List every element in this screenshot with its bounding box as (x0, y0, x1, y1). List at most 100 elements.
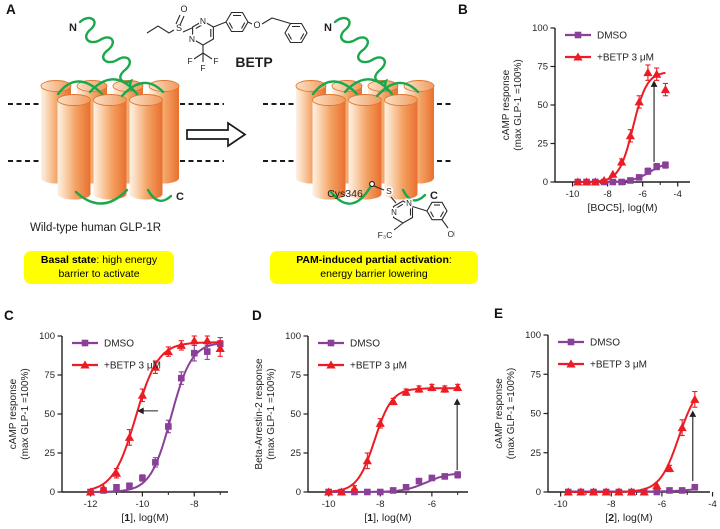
receptor-loop (120, 81, 165, 98)
y-tick-label: 0 (543, 177, 548, 188)
x-axis-title: [2], log(M) (605, 512, 652, 524)
panel-e-label: E (494, 306, 504, 321)
tm-helix-top (312, 94, 346, 106)
data-point-betp-3-m (326, 360, 336, 369)
data-point-betp-3-m (601, 487, 611, 496)
effect-arrow (453, 398, 461, 471)
chem-bond (175, 14, 181, 25)
data-point-betp-3-m (401, 387, 411, 396)
chem-bond (146, 25, 175, 34)
data-point-betp-3-m (202, 336, 212, 345)
x-tick-label: -10 (322, 499, 336, 510)
data-point-betp-3-m (614, 487, 624, 496)
x-tick-label: -10 (554, 499, 568, 510)
data-point-dmso (567, 338, 575, 346)
data-point-betp-3-m (453, 382, 463, 391)
data-point-dmso (178, 374, 185, 382)
legend-label-dmso: DMSO (104, 339, 134, 350)
data-point-betp-3-m (189, 336, 199, 345)
receptor-loop (401, 188, 427, 202)
legend-label-betp-3-m: +BETP 3 μM (590, 360, 647, 371)
x-tick-label: -12 (84, 499, 98, 510)
data-point-dmso (428, 474, 436, 482)
tm-helix (57, 100, 91, 200)
pam-bold-text: PAM-induced partial activation (296, 254, 449, 266)
y-axis-title: cAMP response (8, 378, 19, 449)
tm-helix-top (129, 94, 163, 106)
data-point-dmso (190, 349, 198, 357)
data-point-betp-3-m (362, 456, 372, 465)
chem-bond (213, 21, 227, 28)
x-tick-label: -4 (674, 189, 682, 200)
oxygen-atom-label: O (180, 4, 187, 14)
basal-line2-text: barrier to activate (58, 267, 140, 280)
data-point-dmso (402, 484, 410, 491)
effect-arrow (689, 410, 697, 482)
data-point-betp-3-m (375, 418, 385, 427)
chem-bond (390, 196, 397, 204)
data-point-dmso (139, 474, 146, 482)
nitrogen-atom-label: N (189, 34, 195, 44)
receptor-loop (146, 188, 173, 202)
receptor-loop (56, 80, 106, 98)
panel-c-dose-response-chart: 0 25 50 75 100 -12 -10 -8 [1], log(M) cAMP respon… (0, 300, 240, 529)
tm-helix (312, 100, 346, 200)
chem-bond (247, 21, 253, 25)
oxygen-atom-label: O (253, 20, 260, 30)
y-tick-label: 50 (537, 100, 548, 111)
data-point-betp-3-m (634, 97, 644, 106)
y-axis-title: Beta-Arrestin-2 response (254, 358, 265, 470)
data-point-betp-3-m (599, 175, 609, 184)
betp-name-label: BETP (235, 54, 272, 70)
sulfur-atom-label: S (176, 23, 182, 33)
data-point-betp-3-m (137, 390, 148, 399)
fluorine-atom-label: F (213, 56, 218, 66)
y-axis-title: cAMP response (501, 69, 512, 140)
data-point-betp-3-m (639, 487, 649, 496)
receptor-loop (311, 80, 361, 98)
x-axis-title: [1], log(M) (364, 512, 411, 524)
chem-bond (430, 211, 434, 218)
panel-b-dose-response-chart: 0 25 50 75 100 -10 -8 -6 -4 [BOC5], log(M) cAMP re… (455, 0, 720, 250)
effect-arrow (137, 407, 158, 415)
chart-svg-D: 0 25 50 75 100 -10 -8 -6 [1], log(M) Beta-Arresti… (254, 331, 468, 524)
data-point-betp-3-m (677, 423, 687, 432)
data-point-dmso (618, 178, 625, 186)
data-point-betp-3-m (414, 384, 424, 393)
pam-rest-text: : (448, 254, 452, 266)
data-point-betp-3-m (660, 85, 671, 94)
y-tick-label: 100 (39, 331, 55, 342)
chem-bond (440, 211, 444, 218)
chem-bond (373, 185, 385, 191)
y-tick-label: 25 (290, 448, 301, 459)
basal-bold-text: Basal state (40, 254, 97, 266)
legend-label-betp-3-m: +BETP 3 μM (350, 361, 407, 372)
tm-helix (384, 100, 418, 200)
fluorine-atom-label: F (200, 63, 205, 73)
chem-bond (412, 205, 428, 212)
tm-helix (129, 100, 163, 200)
data-point-betp-3-m (563, 487, 573, 496)
panel-d-dose-response-chart: 0 25 50 75 100 -10 -8 -6 [1], log(M) Beta-Arresti… (240, 300, 480, 529)
data-point-betp-3-m (573, 52, 583, 61)
y-tick-label: 100 (285, 331, 301, 342)
effect-arrow (650, 80, 658, 162)
data-point-betp-3-m (626, 487, 637, 496)
data-point-dmso (415, 477, 423, 485)
legend-label-dmso: DMSO (350, 339, 380, 350)
cys346-label: Cys346 (327, 188, 363, 200)
data-point-dmso (376, 488, 384, 496)
panel-e-dose-response-chart: 0 25 50 75 100 -10 -8 -6 -4 [2], log(M) cAMP respo… (480, 300, 720, 529)
tm-helix-top (384, 94, 418, 106)
data-point-betp-3-m (643, 68, 653, 77)
data-point-betp-3-m (85, 487, 96, 496)
benzene-ring (284, 22, 308, 44)
x-tick-label: -8 (607, 499, 615, 510)
panel-d-label: D (252, 308, 262, 323)
y-tick-label: 100 (532, 23, 548, 34)
tm-helix-top (57, 94, 91, 106)
chart-svg-B: 0 25 50 75 100 -10 -8 -6 -4 [BOC5], log(M) cAMP re… (501, 23, 690, 214)
y-axis-title: (max GLP-1 =100%) (506, 368, 517, 459)
c-terminus-label: C (430, 190, 438, 202)
data-point-dmso (653, 163, 660, 170)
